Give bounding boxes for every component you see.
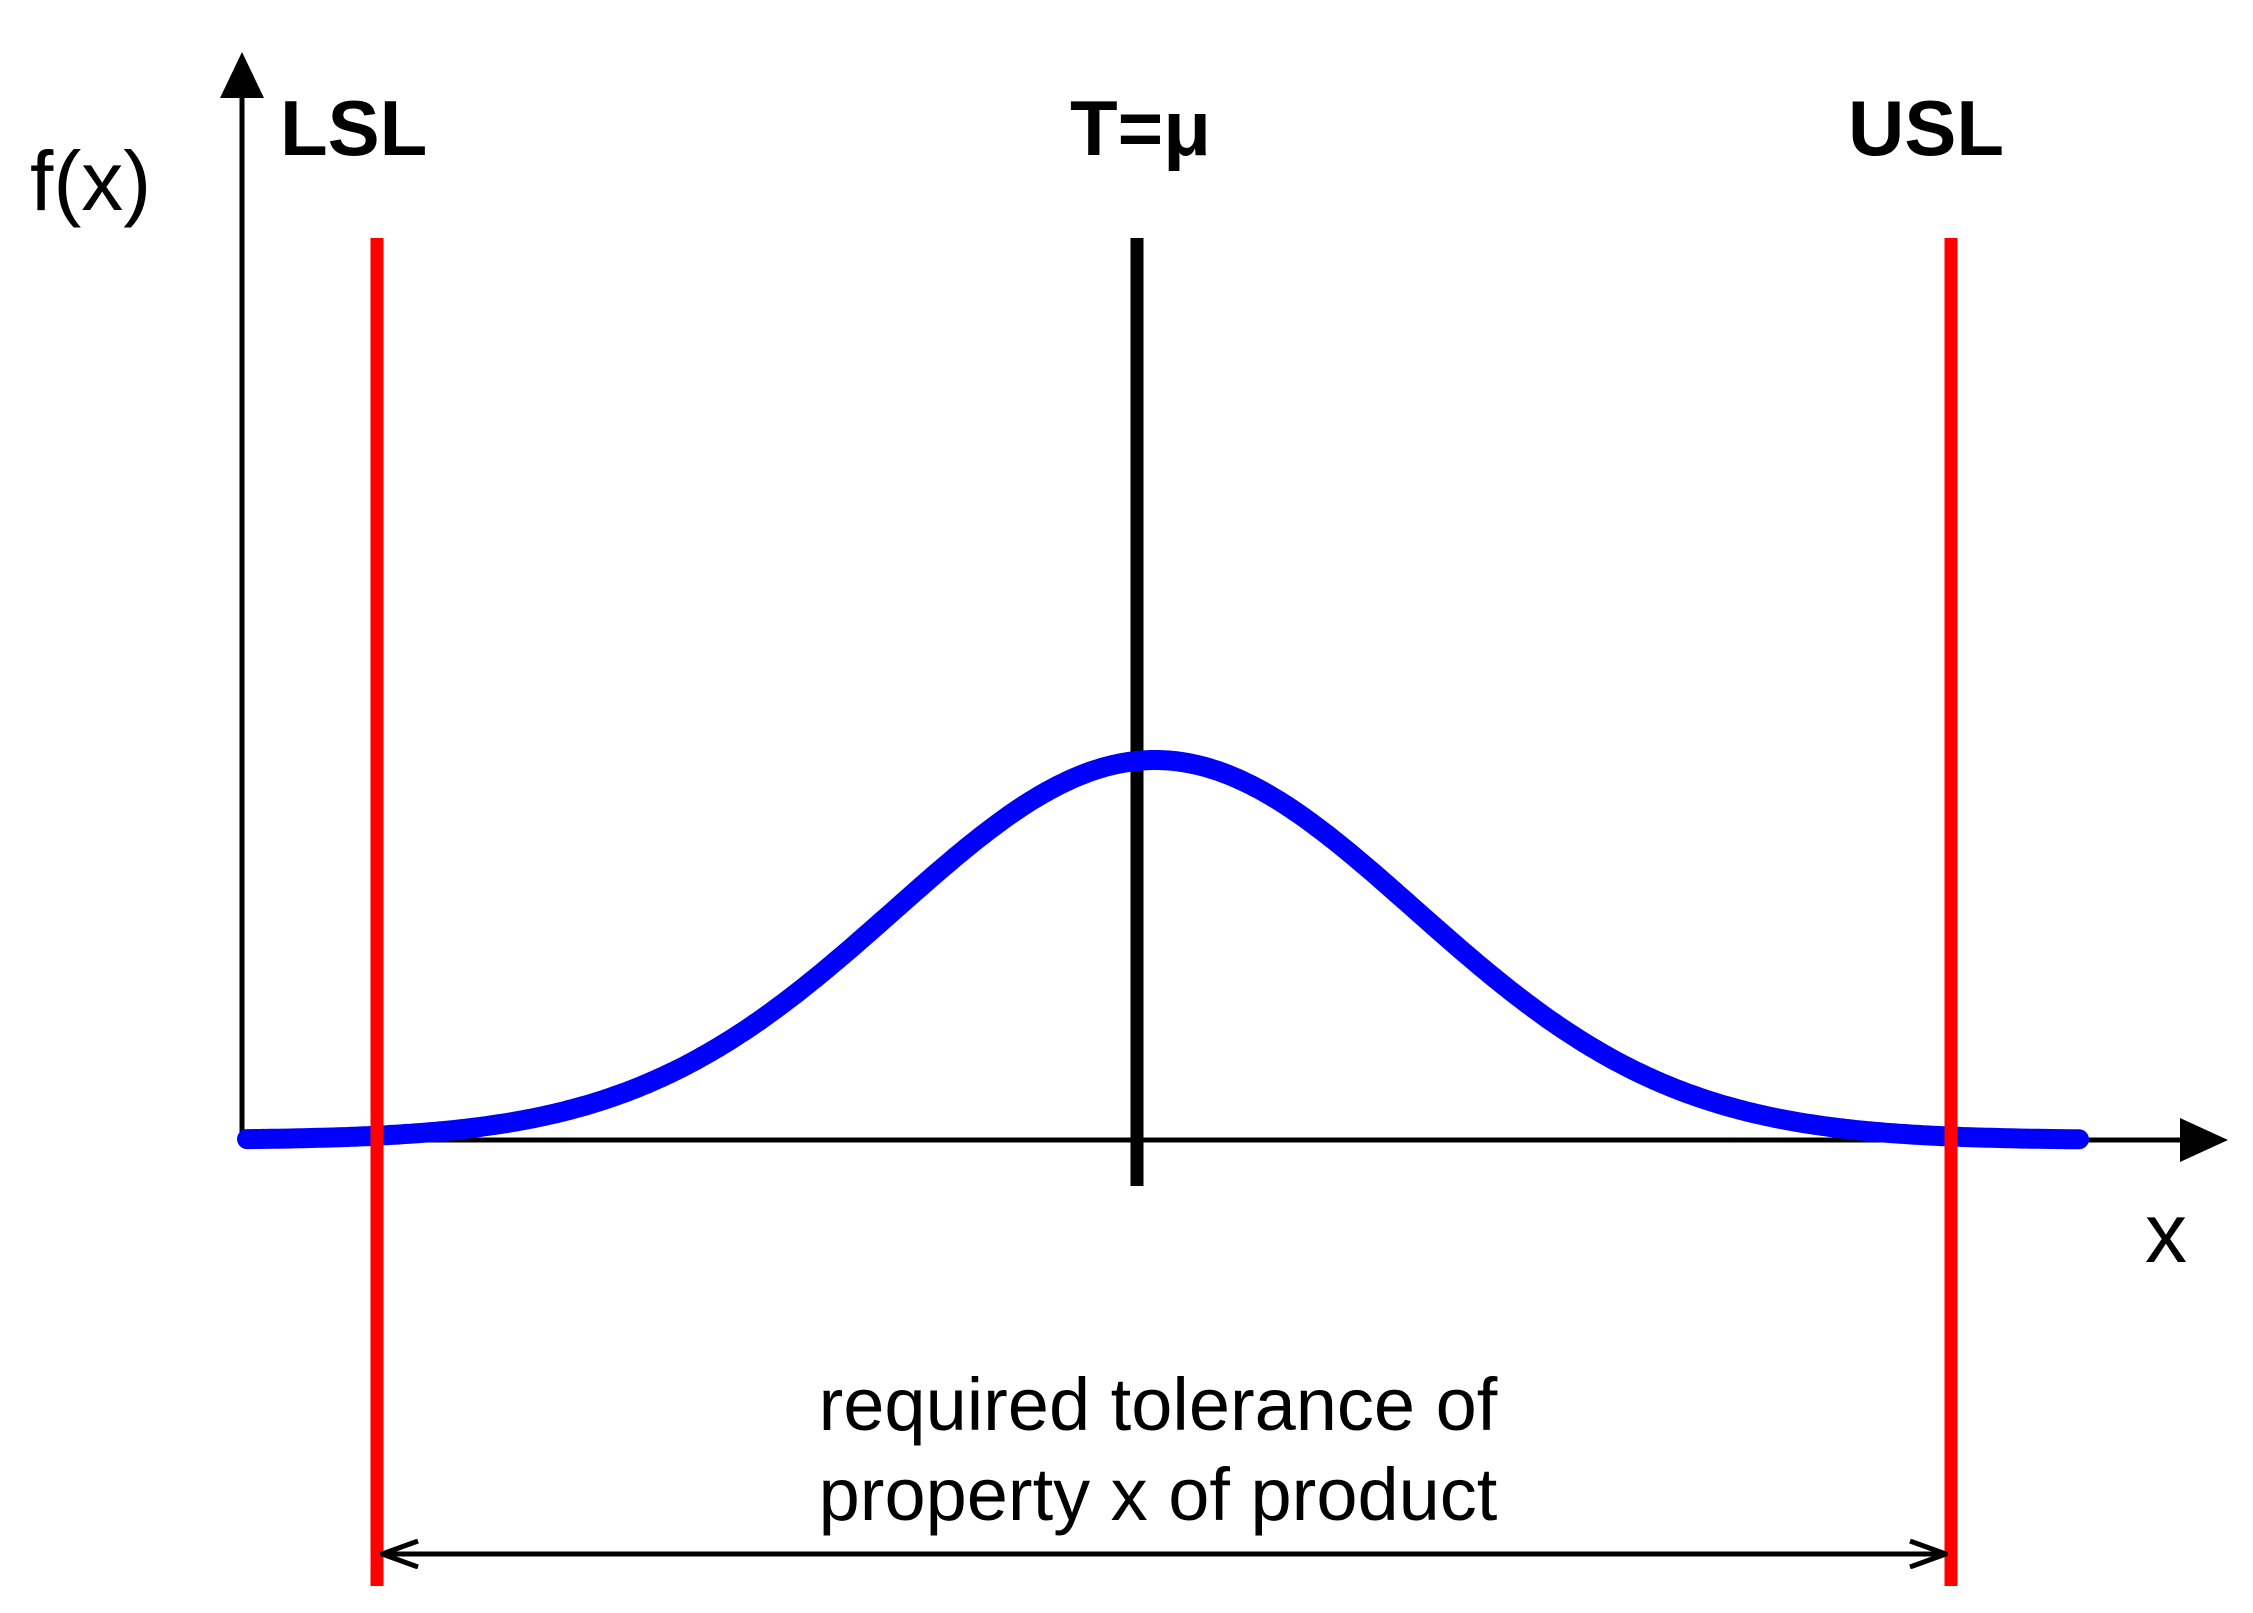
- x-axis-label: x: [2145, 1186, 2187, 1280]
- tolerance-label-line2: property x of product: [819, 1453, 1498, 1536]
- lsl-label: LSL: [280, 84, 427, 172]
- target-label: T=μ: [1070, 84, 1211, 172]
- y-axis-label: f(x): [30, 134, 151, 228]
- y-axis-arrowhead: [220, 52, 264, 98]
- usl-label: USL: [1848, 84, 2004, 172]
- tolerance-label-line1: required tolerance of: [819, 1363, 1498, 1446]
- x-axis-arrowhead: [2180, 1118, 2228, 1162]
- distribution-curve: [237, 750, 2089, 1150]
